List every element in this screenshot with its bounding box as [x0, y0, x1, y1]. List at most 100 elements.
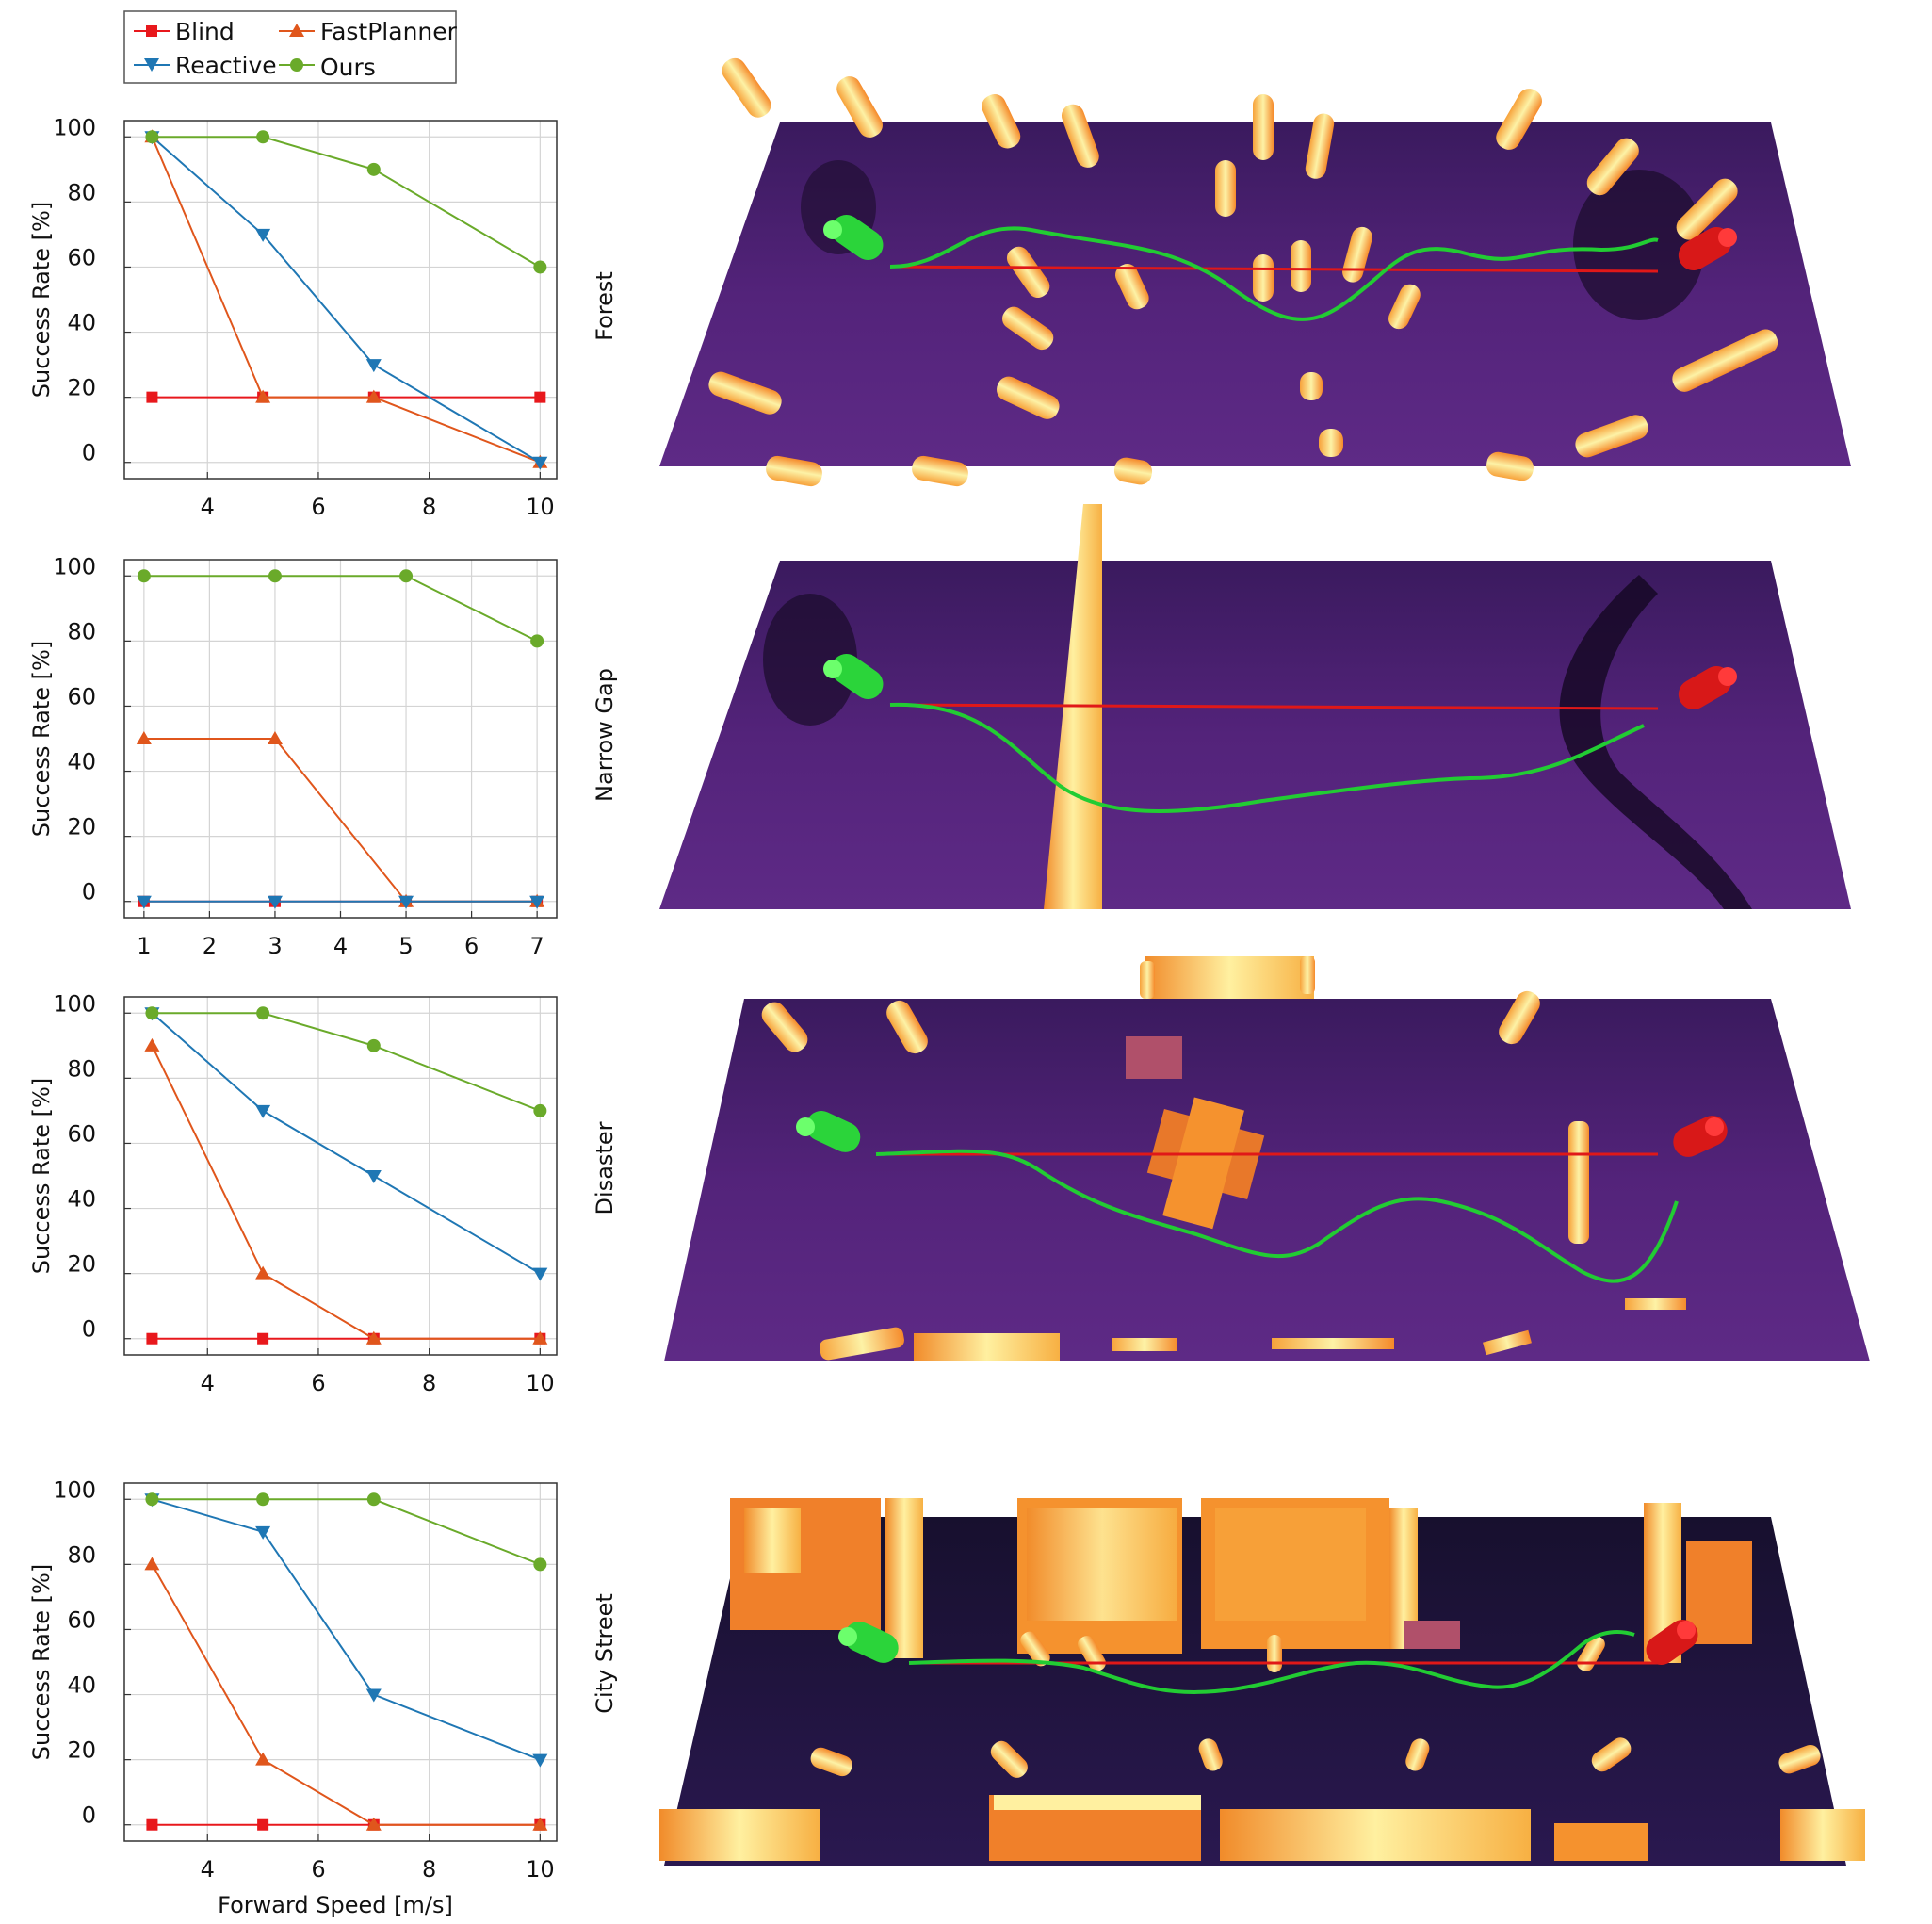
- y-tick-label: 100: [53, 114, 96, 140]
- drone-goal: [1678, 227, 1737, 270]
- x-tick-label: 4: [201, 1856, 215, 1883]
- data-point: [145, 130, 159, 144]
- data-point: [144, 1557, 160, 1571]
- x-tick-label: 8: [422, 1856, 436, 1883]
- series-line: [151, 1045, 541, 1340]
- trajectory: [875, 1149, 1679, 1283]
- y-tick-label: 0: [82, 1316, 96, 1343]
- y-tick-label: 40: [67, 1672, 96, 1699]
- data-point: [256, 1492, 270, 1507]
- scene-label-forest: Forest: [592, 271, 618, 341]
- y-tick-label: 60: [67, 1120, 96, 1147]
- series-fastplanner: [144, 1037, 548, 1345]
- y-tick-label: 20: [67, 375, 96, 401]
- drone-goal: [1678, 666, 1737, 709]
- x-tick-label: 4: [333, 933, 348, 959]
- data-point: [255, 1265, 271, 1280]
- data-point: [366, 1038, 381, 1052]
- data-point: [136, 895, 152, 909]
- x-tick-label: 4: [201, 494, 215, 520]
- y-tick-label: 100: [53, 553, 96, 579]
- data-point: [532, 1753, 548, 1768]
- data-point: [532, 1267, 548, 1281]
- series-line: [151, 1563, 541, 1826]
- y-tick-label: 40: [67, 310, 96, 336]
- data-point: [256, 130, 270, 144]
- scene-label-disaster: Disaster: [592, 1121, 618, 1215]
- y-tick-label: 20: [67, 814, 96, 840]
- y-tick-label: 100: [53, 1476, 96, 1503]
- data-point: [256, 1006, 270, 1020]
- data-point: [255, 1525, 271, 1540]
- data-point: [145, 1492, 159, 1507]
- data-point: [268, 569, 282, 583]
- x-tick-label: 2: [203, 933, 217, 959]
- y-tick-label: 60: [67, 683, 96, 709]
- series-ours: [145, 1492, 547, 1572]
- data-point: [255, 1752, 271, 1766]
- legend-entry-fastplanner: FastPlanner: [279, 18, 458, 45]
- data-point: [533, 260, 547, 274]
- data-point: [255, 228, 271, 242]
- y-tick-label: 80: [67, 1541, 96, 1568]
- plot-frame: [123, 120, 558, 480]
- data-point: [533, 1557, 547, 1572]
- data-point: [365, 359, 382, 373]
- series-reactive: [136, 895, 545, 909]
- legend-entry-blind: Blind: [134, 18, 235, 45]
- x-tick-label: 10: [526, 1856, 555, 1883]
- series-ours: [137, 569, 544, 648]
- plot-frame: [123, 1482, 558, 1842]
- series-ours: [145, 1006, 547, 1117]
- x-tick-label: 10: [526, 1370, 555, 1396]
- series-fastplanner: [144, 1557, 548, 1831]
- legend-label: Ours: [320, 54, 376, 81]
- legend-label: Blind: [175, 18, 235, 45]
- y-tick-label: 40: [67, 1186, 96, 1213]
- shared-xlabel: Forward Speed [m/s]: [218, 1892, 453, 1918]
- data-point: [366, 162, 381, 176]
- pillars: [708, 57, 1778, 487]
- data-point: [255, 1104, 271, 1118]
- series-fastplanner: [144, 129, 548, 468]
- y-axis-label: Success Rate [%]: [28, 641, 55, 837]
- legend-label: FastPlanner: [320, 18, 458, 45]
- straight-path: [889, 265, 1659, 273]
- render-disaster: [664, 956, 1870, 1361]
- scene-label-city-street: City Street: [592, 1593, 618, 1714]
- street: [664, 1517, 1846, 1866]
- data-point: [257, 1332, 269, 1345]
- data-point: [529, 895, 545, 909]
- straight-path: [889, 703, 1659, 710]
- data-point: [137, 569, 151, 583]
- trajectory: [889, 226, 1659, 321]
- y-axis-label: Success Rate [%]: [28, 1078, 55, 1274]
- terrain: [659, 561, 1851, 909]
- data-point: [365, 1817, 382, 1831]
- series-line: [151, 1012, 541, 1275]
- data-point: [533, 1103, 547, 1117]
- debris: [761, 956, 1686, 1361]
- drone-start: [796, 1110, 861, 1152]
- x-tick-label: 6: [464, 933, 479, 959]
- y-tick-label: 80: [67, 1055, 96, 1082]
- data-point: [145, 1006, 159, 1020]
- series-line: [143, 575, 538, 643]
- x-tick-label: 10: [526, 494, 555, 520]
- render-city-street: [659, 1498, 1865, 1866]
- trajectory: [889, 702, 1645, 814]
- data-point: [365, 1170, 382, 1183]
- drone-start: [823, 653, 884, 700]
- data-point: [365, 1688, 382, 1703]
- series-line: [152, 1012, 541, 1112]
- data-point: [532, 1330, 548, 1345]
- series-line: [151, 136, 541, 464]
- render-narrow-gap: [659, 504, 1851, 909]
- data-point: [532, 456, 548, 470]
- y-tick-label: 0: [82, 1802, 96, 1829]
- series-reactive: [144, 1007, 548, 1281]
- y-tick-label: 0: [82, 440, 96, 466]
- legend-entry-ours: Ours: [279, 54, 376, 81]
- x-tick-label: 8: [422, 1370, 436, 1396]
